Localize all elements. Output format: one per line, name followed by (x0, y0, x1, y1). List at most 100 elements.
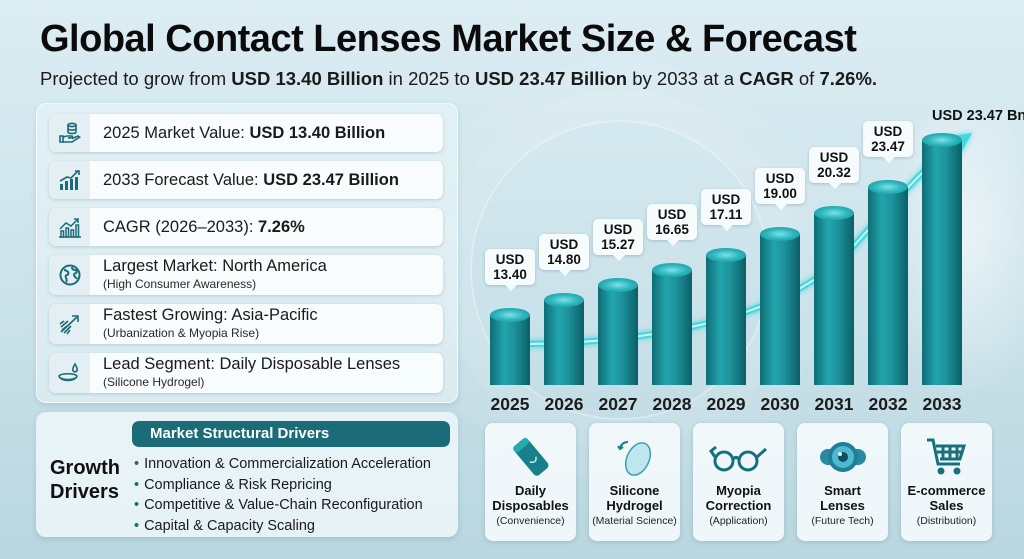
bar-shape (706, 248, 746, 385)
stat-sub: (Urbanization & Myopia Rise) (103, 325, 260, 340)
bar-value-label: USD 14.80 (539, 234, 589, 276)
stat-2033-forecast-value: 2033 Forecast Value: USD 23.47 Billion (49, 161, 443, 199)
bar-value: 13.40 (493, 267, 527, 282)
bar-value: 15.27 (601, 237, 635, 252)
bar-value-label: USD 16.65 (647, 204, 697, 246)
bar-value-label: USD 19.00 (755, 168, 805, 210)
money-hand-icon (49, 114, 91, 152)
bar-shape (814, 206, 854, 385)
segment-ecommerce-sales: E-commerce Sales (Distribution) (901, 423, 992, 541)
heading-line: Drivers (50, 481, 119, 503)
segment-title: Silicone (609, 483, 660, 498)
stat-sub: (High Consumer Awareness) (103, 276, 257, 291)
stat-value: USD 23.47 Billion (263, 170, 399, 189)
list-item: Compliance & Risk Repricing (134, 475, 431, 496)
key-stats-panel: 2025 Market Value: USD 13.40 Billion 203… (36, 103, 458, 403)
stat-sub: (Silicone Hydrogel) (103, 374, 205, 389)
stat-largest-market: Largest Market: North America (High Consu… (49, 255, 443, 295)
subtitle-end-value: USD 23.47 Billion (474, 68, 628, 89)
segment-silicone-hydrogel: Silicone Hydrogel (Material Science) (589, 423, 680, 541)
bar-value: 20.32 (817, 165, 851, 180)
segment-title: Disposables (492, 498, 569, 513)
segment-daily-disposables: Daily Disposables (Convenience) (485, 423, 576, 541)
rising-arrows-icon (49, 304, 91, 344)
subtitle-start-value: USD 13.40 Billion (231, 68, 384, 89)
segment-subtitle: (Future Tech) (811, 515, 874, 527)
bar-growth-icon (49, 161, 91, 199)
bar-shape (544, 293, 584, 385)
bar-shape (760, 227, 800, 385)
heading-line: Growth (50, 457, 120, 479)
glasses-icon (693, 423, 784, 483)
bar-shape (652, 263, 692, 385)
x-axis-label: 2033 (922, 394, 962, 414)
final-value-annotation: USD 23.47 Bn (932, 108, 1024, 124)
bar-value: 19.00 (763, 186, 797, 201)
stat-lead-segment: Lead Segment: Daily Disposable Lenses (Si… (49, 353, 443, 393)
contact-lens-icon (589, 423, 680, 483)
segment-title: Correction (705, 498, 772, 513)
x-axis-label: 2027 (598, 394, 638, 414)
market-structural-drivers-banner: Market Structural Drivers (132, 421, 450, 447)
stat-label: Largest Market: North America (103, 256, 327, 275)
stat-text: Largest Market: North America (High Consu… (91, 256, 327, 293)
bar-value-label: USD 20.32 (809, 147, 859, 189)
segment-subtitle: (Convenience) (496, 515, 565, 527)
globe-icon (49, 255, 91, 295)
growth-drivers-panel: Growth Drivers Market Structural Drivers… (36, 412, 458, 537)
segment-title: Myopia (716, 483, 761, 498)
bar-shape (922, 133, 962, 385)
stat-label: CAGR (2026–2033): (103, 217, 259, 236)
subtitle-cagr-label: CAGR (739, 68, 794, 89)
x-axis-label: 2025 (490, 394, 530, 414)
segment-title: Sales (929, 498, 964, 513)
x-axis-label: 2030 (760, 394, 800, 414)
market-size-bar-chart: USD 13.40 USD 14.80 USD 15.27 USD 16.65 USD 1… (480, 100, 1024, 415)
bar-value: 17.11 (709, 207, 743, 222)
list-item: Innovation & Commercialization Accelerat… (134, 454, 431, 475)
segment-subtitle: (Distribution) (916, 515, 977, 527)
x-axis-label: 2026 (544, 394, 584, 414)
subtitle-cagr-value: 7.26%. (819, 68, 878, 89)
stat-label: Lead Segment: Daily Disposable Lenses (103, 354, 401, 373)
bar-value-label: USD 13.40 (485, 249, 535, 291)
stat-text: CAGR (2026–2033): 7.26% (91, 218, 305, 237)
disposable-pack-icon (485, 423, 576, 483)
bar-shape (598, 278, 638, 385)
list-item: Competitive & Value-Chain Reconfiguratio… (134, 495, 431, 516)
bar-shape (868, 180, 908, 385)
stat-value: 7.26% (258, 217, 305, 236)
segment-smart-lenses: Smart Lenses (Future Tech) (797, 423, 888, 541)
segment-title: Lenses (820, 498, 865, 513)
x-axis-label: 2029 (706, 394, 746, 414)
segment-title: Hydrogel (606, 498, 663, 513)
stat-text: 2025 Market Value: USD 13.40 Billion (91, 124, 385, 143)
list-item: Capital & Capacity Scaling (134, 516, 431, 537)
x-axis-label: 2028 (652, 394, 692, 414)
x-axis-label: 2031 (814, 394, 854, 414)
bar-value: 23.47 (871, 139, 905, 154)
segment-title: Smart (824, 483, 861, 498)
smart-lens-icon (797, 423, 888, 483)
stat-2025-market-value: 2025 Market Value: USD 13.40 Billion (49, 114, 443, 152)
stat-text: 2033 Forecast Value: USD 23.47 Billion (91, 171, 399, 190)
bar-value-label: USD 23.47 (863, 121, 913, 163)
bar-value: 14.80 (547, 252, 581, 267)
subtitle-text: of (793, 68, 820, 89)
growth-chart-icon (49, 208, 91, 246)
subtitle-text: in 2025 to (383, 68, 475, 89)
segment-subtitle: (Material Science) (592, 515, 677, 527)
stat-label: 2025 Market Value: (103, 123, 250, 142)
segment-title: E-commerce (907, 483, 986, 498)
bar-value-label: USD 15.27 (593, 219, 643, 261)
page-title: Global Contact Lenses Market Size & Fore… (40, 18, 857, 60)
stat-text: Fastest Growing: Asia-Pacific (Urbanizati… (91, 306, 318, 342)
stat-text: Lead Segment: Daily Disposable Lenses (Si… (91, 354, 401, 391)
bar-value-label: USD 17.11 (701, 189, 751, 231)
page-subtitle: Projected to grow from USD 13.40 Billion… (40, 68, 877, 90)
stat-value: USD 13.40 Billion (249, 123, 386, 142)
growth-drivers-heading: Growth Drivers (50, 456, 120, 504)
subtitle-text: by 2033 at a (627, 68, 740, 89)
contact-lens-drop-icon (49, 353, 91, 393)
drivers-list: Innovation & Commercialization Accelerat… (134, 454, 431, 536)
